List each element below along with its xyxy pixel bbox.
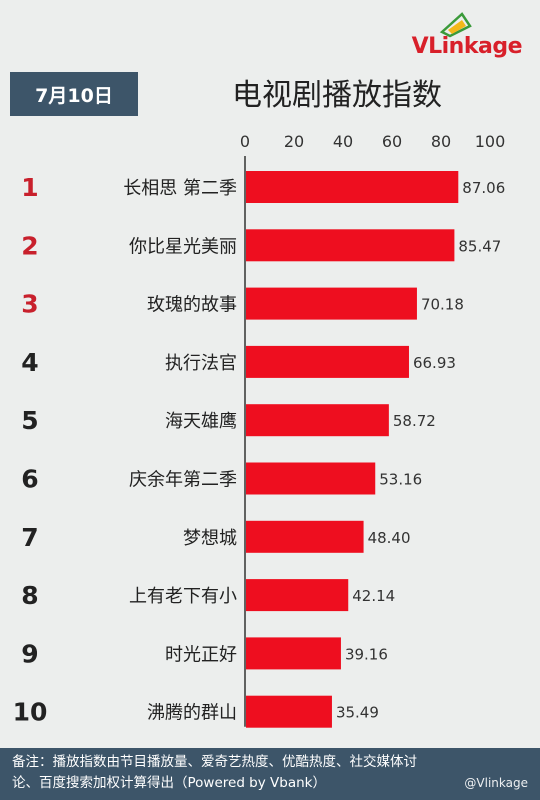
value-label: 85.47 [458, 237, 501, 255]
bar-row: 4 执行法官 66.93 [21, 345, 456, 378]
bar-row: 10 沸腾的群山 35.49 [13, 695, 379, 728]
x-tick-label: 40 [333, 132, 353, 151]
bar-row: 2 你比星光美丽 85.47 [21, 229, 501, 262]
rank-label: 3 [21, 290, 38, 319]
category-label: 玫瑰的故事 [147, 295, 237, 316]
rank-label: 1 [21, 173, 38, 202]
value-label: 87.06 [462, 179, 505, 197]
footer-note: 备注：播放指数由节目播放量、爱奇艺热度、优酷热度、社交媒体讨 论、百度搜索加权计… [0, 748, 540, 800]
bar-row: 9 时光正好 39.16 [21, 637, 388, 670]
rank-label: 7 [21, 523, 38, 552]
category-label: 庆余年第二季 [129, 470, 237, 491]
category-label: 时光正好 [165, 644, 237, 665]
value-label: 42.14 [352, 587, 395, 605]
bar [246, 404, 389, 437]
x-tick-label: 80 [431, 132, 451, 151]
bar [246, 637, 341, 670]
rank-label: 2 [21, 231, 38, 260]
x-tick-label: 100 [475, 132, 506, 151]
value-label: 48.40 [368, 529, 411, 547]
x-tick-label: 0 [240, 132, 250, 151]
chart-title: 电视剧播放指数 [232, 78, 442, 113]
bar-row: 5 海天雄鹰 58.72 [21, 404, 436, 437]
logo-mark-icon [439, 12, 472, 38]
rank-label: 5 [21, 406, 38, 435]
category-label: 长相思 第二季 [123, 178, 237, 199]
bar [246, 229, 455, 262]
bar-rows: 1 长相思 第二季 87.06 2 你比星光美丽 85.47 3 玫瑰的故事 70.18 4 执行法… [13, 171, 505, 728]
x-tick-label: 60 [382, 132, 402, 151]
rank-label: 9 [21, 639, 38, 668]
date-badge: 7月10日 [10, 72, 138, 116]
watermark: @Vlinkage [464, 776, 528, 790]
bar-row: 7 梦想城 48.40 [21, 520, 411, 553]
value-label: 58.72 [393, 412, 436, 430]
bar-row: 1 长相思 第二季 87.06 [21, 171, 505, 203]
rank-label: 6 [21, 465, 38, 494]
rank-label: 4 [21, 348, 38, 377]
bar [246, 171, 459, 203]
value-label: 35.49 [336, 704, 379, 722]
bar [246, 695, 332, 728]
x-axis-ticks: 0 20 40 60 80 100 [240, 132, 505, 151]
bar [246, 287, 417, 320]
category-label: 沸腾的群山 [147, 703, 237, 724]
x-tick-label: 20 [284, 132, 304, 151]
bar [246, 462, 376, 495]
value-label: 66.93 [413, 354, 456, 372]
value-label: 70.18 [421, 296, 464, 314]
category-label: 梦想城 [183, 528, 237, 549]
footer-line-1: 备注：播放指数由节目播放量、爱奇艺热度、优酷热度、社交媒体讨 [12, 754, 417, 770]
bar [246, 520, 364, 553]
footer-line-2: 论、百度搜索加权计算得出（Powered by Vbank） [12, 775, 326, 791]
bar-row: 3 玫瑰的故事 70.18 [21, 287, 464, 320]
value-label: 39.16 [345, 645, 388, 663]
rank-label: 8 [21, 581, 38, 610]
category-label: 执行法官 [165, 353, 237, 374]
category-label: 上有老下有小 [129, 586, 237, 607]
bar [246, 579, 349, 612]
bar-row: 6 庆余年第二季 53.16 [21, 462, 422, 495]
bar-row: 8 上有老下有小 42.14 [21, 579, 395, 612]
category-label: 你比星光美丽 [129, 236, 237, 257]
rank-label: 10 [13, 698, 48, 727]
bar-chart: 0 20 40 60 80 100 1 长相思 第二季 87.06 2 你比星光美丽 85.47 3 玫… [13, 132, 505, 728]
category-label: 海天雄鹰 [165, 411, 237, 432]
value-label: 53.16 [379, 471, 422, 489]
vlinkage-logo: VLinkage [396, 12, 526, 62]
bar [246, 345, 409, 378]
logo-text: VLinkage [411, 34, 523, 59]
